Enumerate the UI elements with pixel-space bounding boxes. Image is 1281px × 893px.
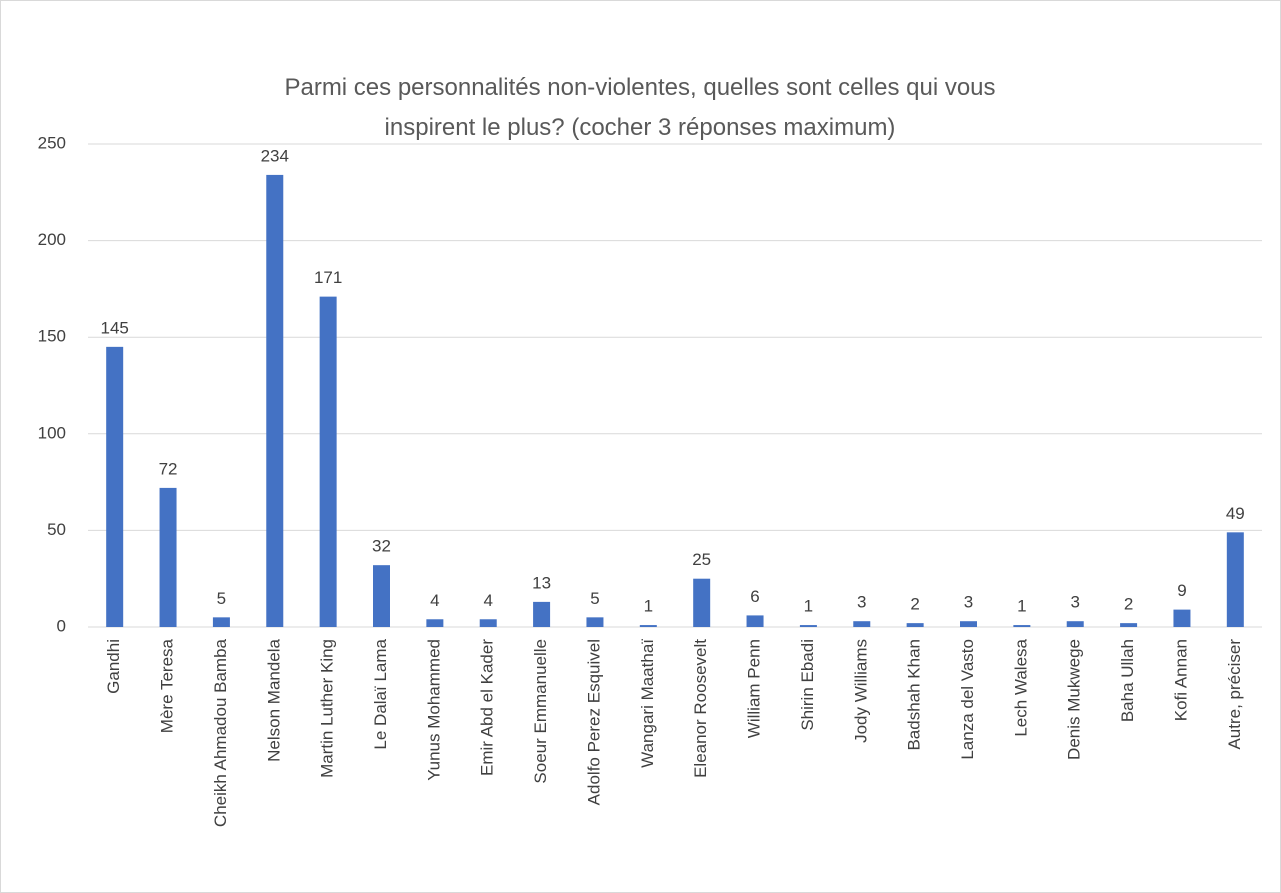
bar: [906, 623, 924, 627]
bar: [159, 487, 177, 627]
data-label: 145: [100, 318, 128, 337]
bar: [1120, 623, 1138, 627]
x-tick-label: Soeur Emmanuelle: [531, 639, 550, 784]
y-tick-label: 0: [57, 616, 66, 635]
data-label: 72: [159, 459, 178, 478]
data-label: 25: [692, 550, 711, 569]
x-tick-label: Autre, préciser: [1225, 639, 1244, 750]
data-label: 171: [314, 268, 342, 287]
bar: [853, 621, 871, 627]
chart-title: Parmi ces personnalités non-violentes, q…: [284, 74, 996, 141]
x-tick-label: Baha Ullah: [1118, 639, 1137, 722]
data-label: 4: [430, 591, 439, 610]
bar: [1013, 625, 1031, 627]
y-tick-label: 100: [38, 423, 66, 442]
data-label: 1: [1017, 597, 1026, 616]
bar: [533, 601, 551, 627]
x-tick-label: Badshah Khan: [905, 639, 924, 751]
x-tick-label: Martin Luther King: [318, 639, 337, 778]
bar: [799, 625, 817, 627]
bar: [693, 578, 711, 627]
bar: [639, 625, 657, 627]
data-label: 1: [644, 597, 653, 616]
y-tick-label: 200: [38, 230, 66, 249]
data-label: 3: [1070, 593, 1079, 612]
x-tick-label: Le Dalaï Lama: [371, 638, 390, 749]
data-label: 13: [532, 573, 551, 592]
data-label: 4: [483, 591, 492, 610]
x-tick-label: Mère Teresa: [158, 638, 177, 733]
bar: [1173, 609, 1191, 627]
data-label: 5: [590, 589, 599, 608]
x-tick-label: Shirin Ebadi: [798, 639, 817, 731]
data-label: 2: [1124, 595, 1133, 614]
bar: [1226, 532, 1244, 627]
bar: [266, 174, 284, 628]
bar: [586, 617, 604, 627]
data-label: 6: [750, 587, 759, 606]
data-label: 49: [1226, 504, 1245, 523]
bar: [479, 619, 497, 627]
data-label: 32: [372, 537, 391, 556]
data-label: 234: [261, 146, 289, 165]
data-label: 3: [964, 593, 973, 612]
data-label: 3: [857, 593, 866, 612]
bar: [1066, 621, 1084, 627]
x-tick-label: Wangari Maathaï: [638, 639, 657, 768]
x-tick-label: Yunus Mohammed: [424, 639, 443, 781]
data-label: 1: [804, 597, 813, 616]
data-label: 9: [1177, 581, 1186, 600]
y-tick-label: 50: [47, 520, 66, 539]
x-tick-label: Kofi Annan: [1171, 639, 1190, 721]
y-tick-label: 150: [38, 327, 66, 346]
y-tick-label: 250: [38, 133, 66, 152]
bar: [212, 617, 230, 627]
bar: [319, 296, 337, 627]
bar: [960, 621, 977, 627]
bar: [746, 615, 764, 627]
x-tick-label: Emir Abd el Kader: [478, 639, 497, 776]
x-tick-label: Eleanor Roosevelt: [691, 639, 710, 778]
bar: [426, 619, 444, 627]
x-tick-label: Adolfo Perez Esquivel: [584, 639, 603, 805]
bar: [373, 565, 390, 627]
x-tick-label: Cheikh Ahmadou Bamba: [211, 638, 230, 827]
x-tick-label: Jody Williams: [851, 639, 870, 743]
x-tick-label: Nelson Mandela: [264, 638, 283, 761]
data-label: 2: [910, 595, 919, 614]
x-tick-label: William Penn: [745, 639, 764, 738]
x-tick-label: Lanza del Vasto: [958, 639, 977, 760]
data-label: 5: [217, 589, 226, 608]
x-tick-label: Denis Mukwege: [1065, 639, 1084, 760]
bar: [106, 346, 124, 627]
x-tick-label: Gandhi: [104, 639, 123, 694]
x-tick-label: Lech Walesa: [1011, 638, 1030, 736]
